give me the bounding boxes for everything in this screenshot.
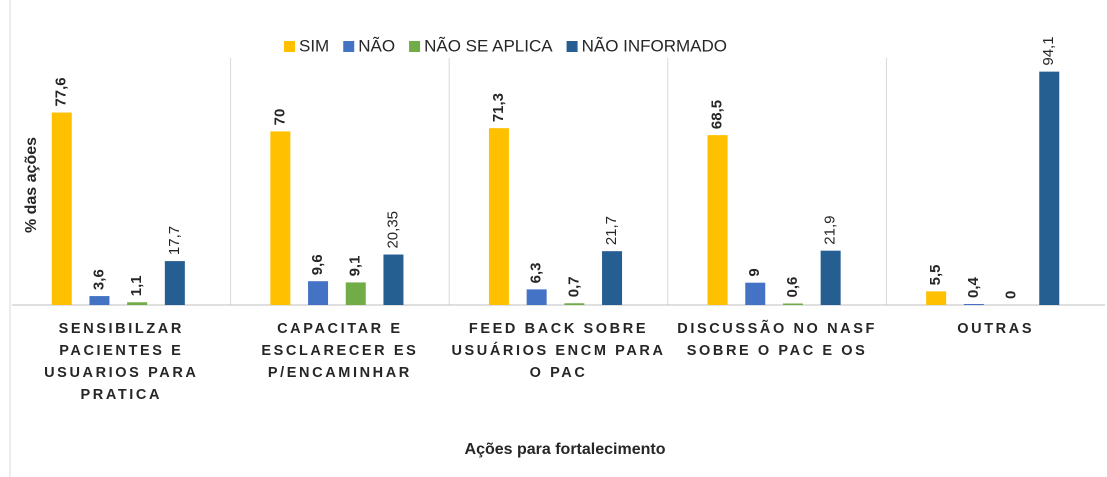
value-label: 6,3 [528, 263, 545, 284]
value-label: 21,9 [822, 215, 839, 244]
bar [820, 250, 841, 305]
bar [745, 282, 766, 305]
x-axis-title: Ações para fortalecimento [465, 441, 666, 458]
bar [89, 296, 110, 305]
bar [963, 304, 984, 305]
x-tick-label: FEED BACK SOBRE USUÁRIOS ENCM PARA O PAC [451, 321, 666, 381]
bar [51, 112, 72, 305]
value-label: 68,5 [709, 100, 726, 129]
bar [926, 291, 947, 305]
value-label: 5,5 [927, 265, 944, 286]
x-tick-label: DISCUSSÃO NO NASF SOBRE O PAC E OS [677, 321, 877, 359]
legend-swatch [284, 41, 295, 52]
value-label: 9,6 [309, 254, 326, 275]
bar [707, 135, 728, 305]
bar [526, 289, 547, 305]
bar [564, 303, 585, 305]
bar [345, 282, 366, 305]
value-label: 70 [271, 109, 288, 126]
legend-label: NÃO [358, 36, 395, 55]
legend-label: SIM [299, 36, 329, 55]
value-label: 0,6 [784, 277, 801, 298]
value-label: 20,35 [384, 211, 401, 249]
value-label: 9,1 [347, 256, 364, 277]
legend-swatch [343, 41, 355, 52]
x-tick-label: OUTRAS [957, 321, 1035, 337]
y-axis-title: % das ações [23, 137, 40, 233]
legend-label: NÃO INFORMADO [582, 36, 727, 55]
bar [164, 261, 185, 305]
legend-swatch [566, 41, 578, 52]
value-label: 77,6 [53, 77, 70, 106]
value-label: 71,3 [490, 93, 507, 122]
bar [308, 281, 329, 305]
legend-label: NÃO SE APLICA [424, 36, 553, 55]
x-tick-label: CAPACITAR E ESCLARECER ES P/ENCAMINHAR [261, 321, 419, 381]
value-label: 0,4 [965, 276, 982, 298]
value-label: 21,7 [603, 216, 620, 245]
bar [127, 302, 148, 305]
bar [1039, 71, 1060, 305]
value-label: 1,1 [128, 275, 145, 296]
bar [383, 254, 404, 305]
value-label: 17,7 [166, 226, 183, 255]
value-label: 3,6 [90, 269, 107, 290]
legend-swatch [409, 41, 421, 52]
bar [488, 128, 509, 305]
bar [270, 131, 291, 305]
x-tick-label: SENSIBILZAR PACIENTES E USUARIOS PARA PR… [44, 321, 199, 403]
value-label: 0 [1003, 291, 1020, 299]
value-label: 94,1 [1040, 36, 1057, 65]
bar [782, 303, 803, 305]
value-label: 9 [746, 268, 763, 276]
bar [602, 251, 623, 305]
value-label: 0,7 [565, 276, 582, 297]
